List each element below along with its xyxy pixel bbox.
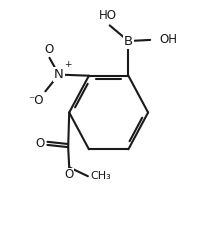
Text: OH: OH [159,34,177,46]
Text: +: + [64,60,71,69]
Text: N: N [54,68,64,81]
Text: CH₃: CH₃ [90,171,111,181]
Text: O: O [65,168,74,181]
Text: HO: HO [99,9,117,22]
Text: ⁻O: ⁻O [28,94,43,107]
Text: B: B [124,35,133,47]
Text: O: O [35,137,44,150]
Text: O: O [45,43,54,56]
